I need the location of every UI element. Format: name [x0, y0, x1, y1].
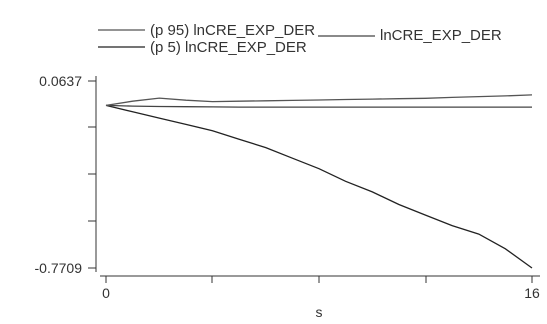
series-line-2	[105, 104, 532, 108]
series-line-1	[105, 104, 533, 269]
series-line-3	[105, 94, 533, 107]
y-tick-label-top: 0.0637	[39, 73, 82, 89]
y-axis: 0.0637 -0.7709	[35, 73, 97, 276]
x-tick-label-first: 0	[102, 285, 110, 301]
y-tick-label-bottom: -0.7709	[35, 260, 83, 276]
series-layer	[105, 94, 533, 269]
legend-label-series-3: (p 95) lnCRE_EXP_DER	[150, 22, 315, 39]
x-axis: 0 16 s	[100, 275, 540, 320]
legend: (p 5) lnCRE_EXP_DER lnCRE_EXP_DER (p 95)…	[98, 22, 502, 56]
x-axis-title: s	[316, 304, 323, 320]
legend-label-series-1: (p 5) lnCRE_EXP_DER	[150, 39, 307, 56]
x-tick-label-last: 16	[524, 285, 540, 301]
legend-label-series-2: lnCRE_EXP_DER	[380, 27, 502, 44]
